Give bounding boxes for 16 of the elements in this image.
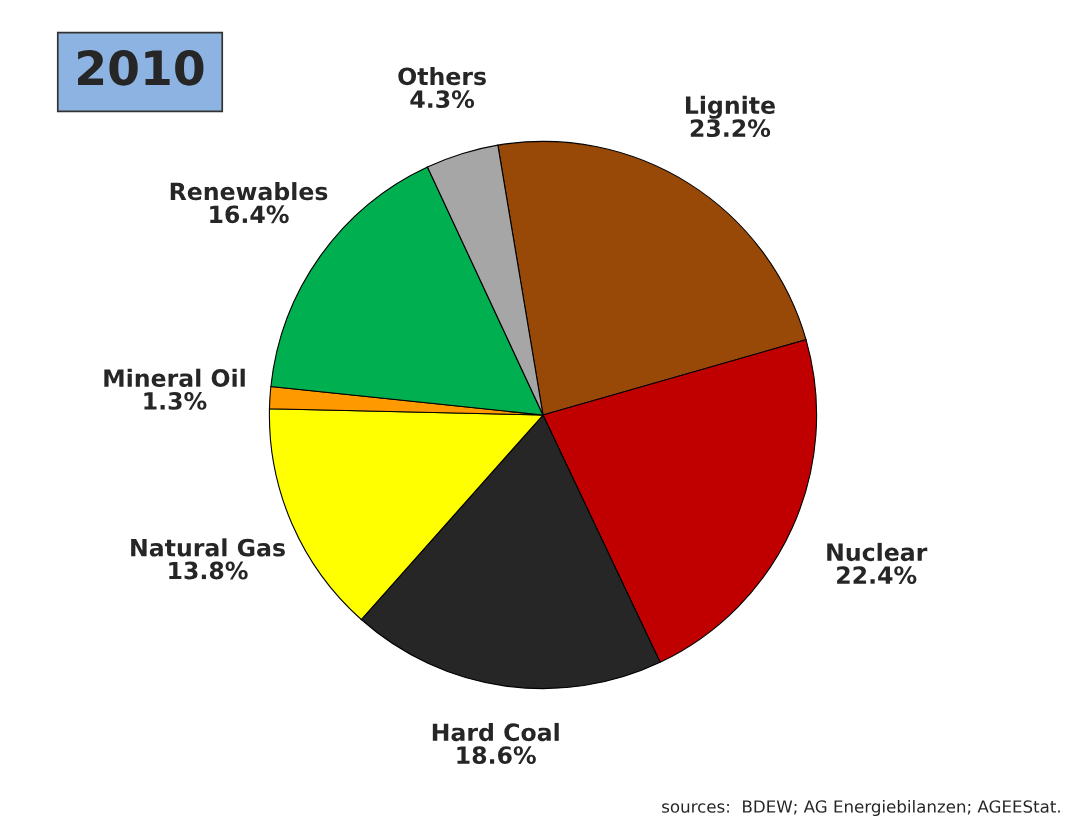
chart-title: 2010 (78, 49, 204, 86)
data-label: 23.2% (690, 119, 771, 138)
data-label: 18.6% (457, 746, 536, 765)
slice-label: Others (398, 66, 486, 86)
slice-label: Nuclear (827, 542, 928, 562)
data-label: 22.4% (837, 566, 917, 584)
data-label: 16.4% (210, 205, 289, 224)
data-label: 1.3% (144, 391, 207, 410)
slice-label: Mineral Oil (104, 368, 245, 387)
slice-label: Renewables (170, 182, 328, 201)
data-label: 4.3% (410, 90, 475, 109)
slice-label: Hard Coal (432, 722, 559, 742)
slice-label: Natural Gas (131, 538, 285, 557)
data-label: 13.8% (169, 561, 248, 580)
source-note: sources: BDEW; AG Energiebilanzen; AGEEStat. (662, 799, 1060, 817)
slice-label: Lignite (685, 95, 775, 119)
